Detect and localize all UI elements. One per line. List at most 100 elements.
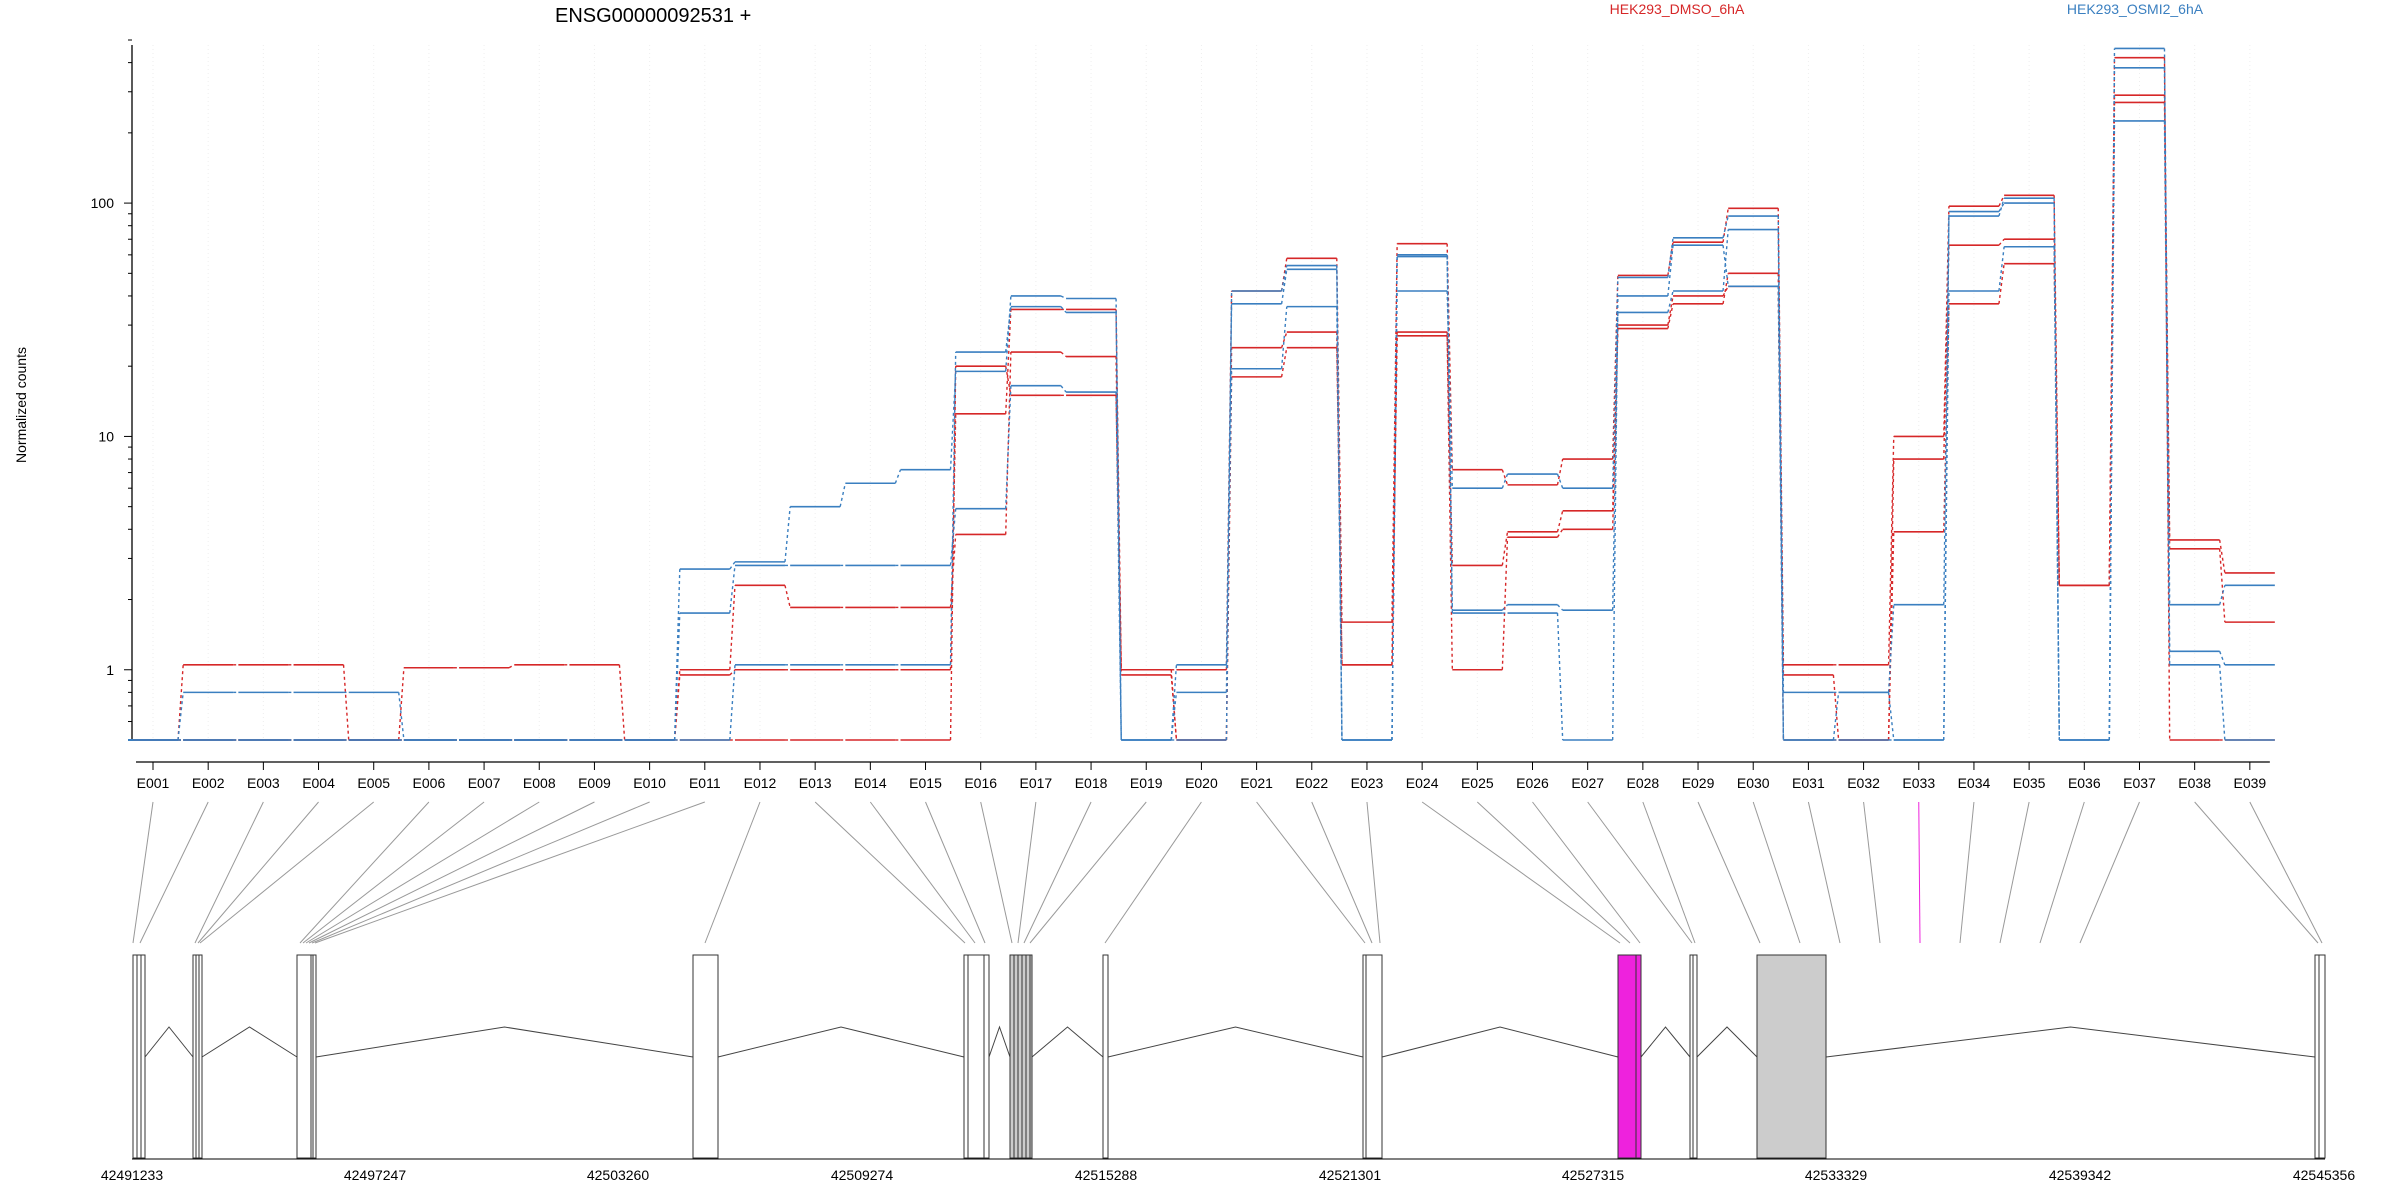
exon-connector-e036 [2039,801,2085,944]
exon-connector-e023 [1366,801,1381,944]
series-transition [894,469,902,484]
series-transition [1501,473,1509,489]
x-tick-label-e022: E022 [1295,775,1328,791]
exon-connector-e022 [1311,801,1373,944]
series-transition [618,664,626,741]
chart-title: ENSG00000092531 + [555,5,751,27]
exon-connector-e003 [194,801,264,944]
series-4 [128,47,2275,741]
series-transition [1556,473,1564,489]
x-tick-label-e019: E019 [1130,775,1163,791]
series-transition [1667,237,1674,278]
x-tick-label-e039: E039 [2233,775,2266,791]
exon-connector-e019 [1029,801,1147,944]
exon-connector-e007 [302,801,485,944]
x-tick-label-e021: E021 [1240,775,1273,791]
series-transition [1005,366,1012,396]
series-transition [1501,604,1509,611]
series-transition [1832,692,1840,741]
exon-connector-e014 [869,801,976,944]
series-transition [1667,295,1674,326]
genomic-tick-label: 42509274 [831,1167,894,1183]
x-tick-label-e031: E031 [1792,775,1825,791]
exon-box [2314,954,2326,1159]
grid-lines [152,45,2251,740]
x-tick-label-e036: E036 [2068,775,2101,791]
x-tick-label-e030: E030 [1737,775,1770,791]
x-tick-label-e007: E007 [468,775,501,791]
x-tick-label-e027: E027 [1571,775,1604,791]
series-transition [1777,286,1785,741]
intron [988,1025,1011,1058]
x-tick-label-e025: E025 [1461,775,1494,791]
series-transition [1611,312,1619,611]
exon-connector-e009 [308,801,595,944]
x-tick-label-e024: E024 [1406,775,1439,791]
series-transition [1005,352,1012,535]
intron [201,1026,298,1058]
x-tick-label-e006: E006 [413,775,446,791]
series-transition [949,352,957,665]
genomic-tick-label: 42539342 [2049,1167,2112,1183]
series-transition [2219,651,2226,666]
exon-connector-e038 [2194,801,2319,944]
exon-connector-e024 [1421,801,1621,944]
series-transition [1943,216,1950,605]
genomic-tick-label: 42497247 [344,1167,407,1183]
series-transition [2108,120,2116,741]
series-transition [1556,458,1564,486]
x-tick-label-e023: E023 [1351,775,1384,791]
intron [144,1026,194,1058]
y-axis-label: Normalized counts [13,347,29,463]
series-transition [2053,195,2060,586]
series-transition [949,371,957,470]
series-transition [1280,306,1288,369]
series-transition [1832,674,1840,741]
series-transition [1943,211,1950,741]
series-transition [398,692,405,741]
series-transition [2218,548,2226,623]
intron [717,1026,965,1058]
x-tick-label-e016: E016 [964,775,997,791]
series-transition [1556,528,1564,538]
genomic-tick-label: 42515288 [1075,1167,1138,1183]
genomic-tick-label: 42491233 [101,1167,164,1183]
intron [315,1026,694,1058]
series-transition [1667,290,1674,313]
exon-connector-e013 [814,801,966,944]
exon-connector-e034 [1959,801,1975,944]
exon-box [192,954,203,1159]
x-tick-label-e028: E028 [1627,775,1660,791]
series-transition [1777,229,1785,741]
series-transition [1722,229,1729,292]
series-transition [1060,295,1067,300]
series-transition [1501,469,1509,486]
series-transition [1391,256,1398,741]
exon-connector-e031 [1807,801,1841,944]
series-transition [1667,303,1674,329]
exon-box [1756,954,1827,1159]
exon-box [1009,954,1033,1159]
series-transition [1060,306,1067,313]
series-transition [1998,194,2005,207]
series-transition [1887,459,1895,741]
series-transition [1722,285,1729,297]
exon-connector-e027 [1587,801,1693,944]
exon-box [1617,954,1642,1159]
intron [1107,1026,1364,1058]
exon-connector-e021 [1256,801,1366,944]
exon-connector-e035 [1999,801,2030,944]
series-transition [1336,265,1343,741]
exon-connector-e006 [299,801,430,944]
exon-connector-e010 [311,801,650,944]
exon-connector-e002 [139,801,209,944]
exon-connector-e015 [925,801,986,944]
legend-label-dmso: HEK293_DMSO_6hA [1610,1,1745,17]
series-transition [1722,273,1729,304]
exon-box [132,954,146,1159]
x-tick-label-e012: E012 [744,775,777,791]
series-transition [2218,664,2226,741]
series-transition [1887,531,1895,741]
exon-connector-e037 [2079,801,2140,944]
series-transition [673,569,681,741]
